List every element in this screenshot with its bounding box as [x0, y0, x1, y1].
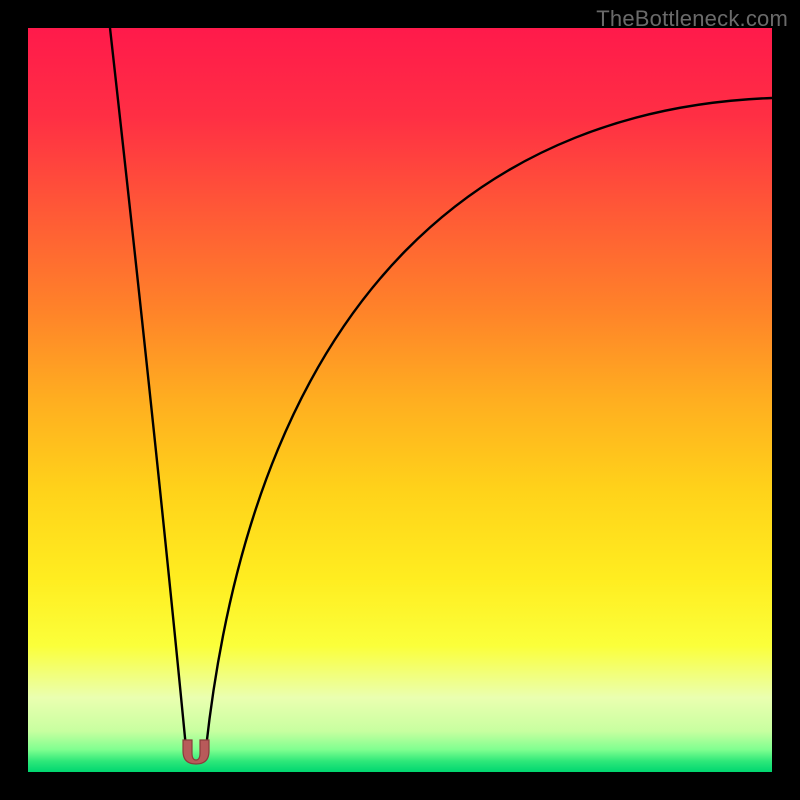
plot-background [28, 28, 772, 772]
chart-svg [0, 0, 800, 800]
chart-frame: TheBottleneck.com [0, 0, 800, 800]
watermark-text: TheBottleneck.com [596, 6, 788, 32]
